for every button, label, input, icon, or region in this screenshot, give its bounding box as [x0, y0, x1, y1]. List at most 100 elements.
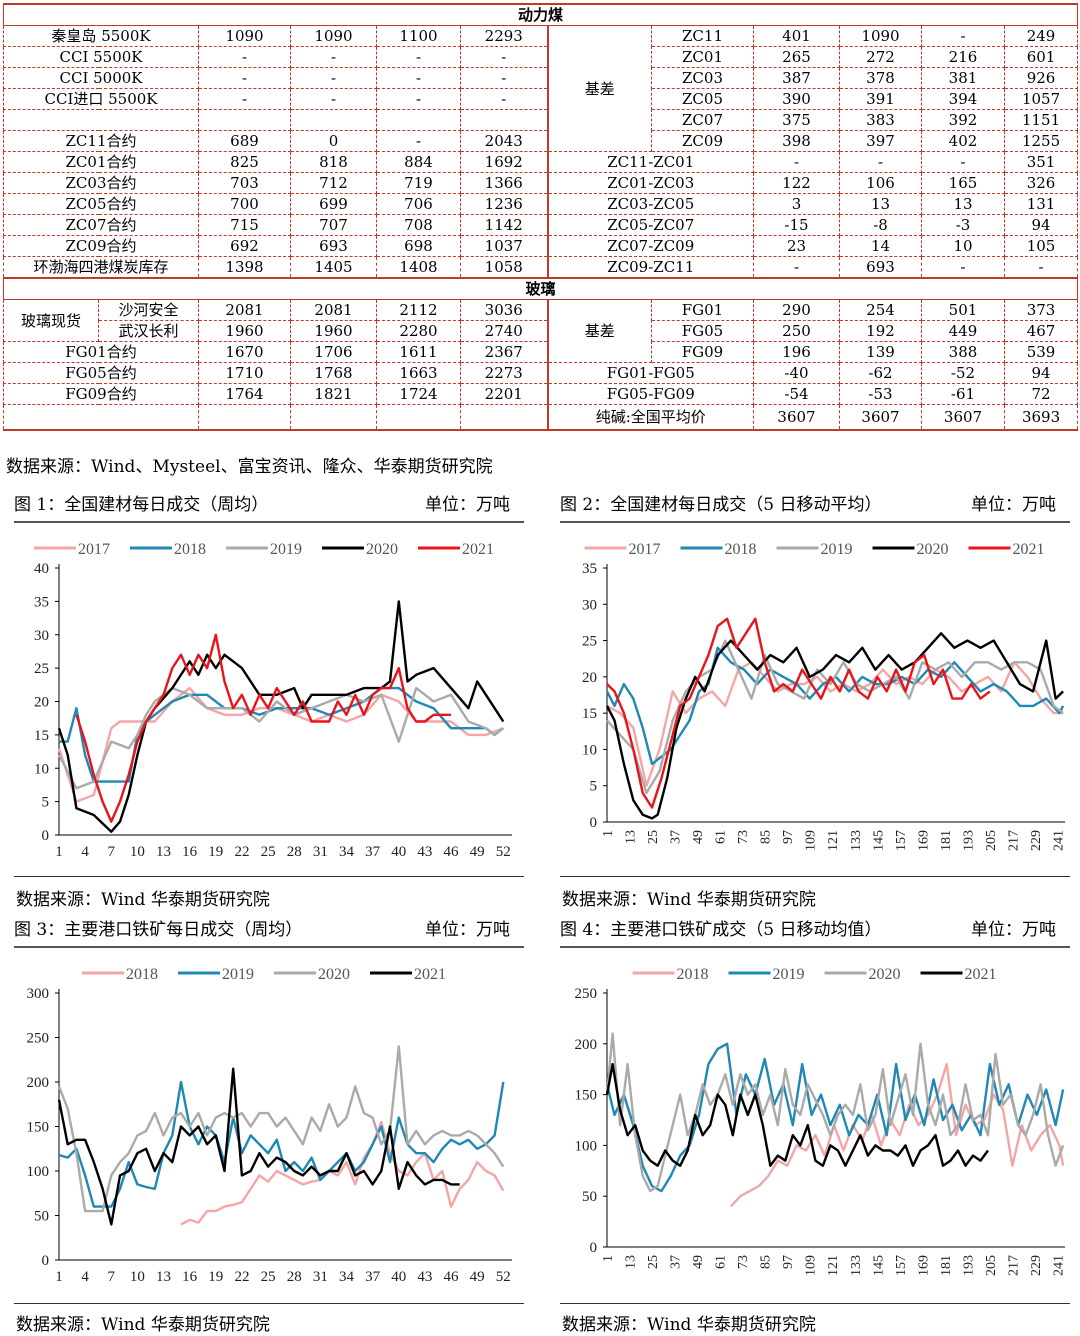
x-tick-label: 157: [894, 830, 909, 851]
x-tick-label: 43: [417, 844, 432, 860]
x-tick-label: 193: [961, 1255, 976, 1276]
x-tick-label: 181: [939, 830, 954, 851]
value-cell: -3: [921, 214, 1005, 236]
row-label: ZC07-ZC09: [546, 235, 754, 257]
x-tick-label: 97: [781, 830, 796, 844]
x-tick-label: 16: [182, 844, 198, 860]
series-line-2021: [57, 1067, 460, 1226]
row-label: CCI进口 5500K: [3, 88, 199, 110]
value-cell: 2081: [198, 299, 291, 321]
value-cell: [376, 109, 461, 131]
series-line-2018: [180, 1120, 505, 1226]
legend-label-2021: 2021: [965, 966, 997, 983]
x-tick-label: 46: [444, 1269, 460, 1285]
table-row: ZC01合约 825 818 884 1692 ZC11-ZC01- - -351: [3, 151, 1079, 173]
x-tick-label: 193: [961, 830, 976, 851]
y-tick-label: 25: [582, 634, 597, 650]
value-cell: 1611: [376, 341, 461, 363]
value-cell: -: [198, 46, 291, 68]
value-cell: 2112: [376, 299, 461, 321]
x-tick-label: 229: [1029, 1255, 1044, 1276]
value-cell: 249: [1003, 25, 1079, 47]
y-tick-label: 5: [590, 779, 598, 795]
y-tick-label: 40: [34, 561, 49, 577]
value-cell: 192: [839, 320, 922, 342]
value-cell: -52: [921, 362, 1005, 384]
y-tick-label: 250: [27, 1031, 50, 1047]
y-tick-label: 10: [34, 761, 49, 777]
legend-label-2018: 2018: [174, 541, 206, 558]
value-cell: -62: [839, 362, 922, 384]
value-cell: -53: [839, 383, 922, 405]
empty-cell: [3, 404, 199, 431]
value-cell: 3607: [753, 404, 840, 431]
x-tick-label: 241: [1051, 1255, 1066, 1276]
value-cell: 394: [921, 88, 1005, 110]
row-label: CCI 5000K: [3, 67, 199, 89]
x-tick-label: 7: [108, 844, 116, 860]
x-tick-label: 25: [261, 844, 276, 860]
x-tick-label: 40: [391, 844, 406, 860]
figure-3-title: 图 3：主要港口铁矿每日成交（周均） 单位：万吨: [14, 915, 524, 948]
row-label: ZC03: [651, 67, 754, 89]
x-tick-label: 10: [130, 1269, 145, 1285]
table-source: 数据来源：Wind、Mysteel、富宝资讯、隆众、华泰期货研究院: [6, 457, 493, 477]
value-cell: 397: [839, 130, 922, 152]
row-label: 环渤海四港煤炭库存: [3, 256, 199, 279]
y-tick-label: 30: [34, 628, 49, 644]
value-cell: 13: [921, 193, 1005, 215]
x-tick-label: 13: [156, 844, 171, 860]
y-tick-label: 100: [27, 1164, 50, 1180]
y-tick-label: 35: [34, 594, 49, 610]
x-tick-label: 13: [624, 1255, 639, 1269]
y-tick-label: 200: [575, 1037, 598, 1053]
row-label: ZC11合约: [3, 130, 199, 152]
x-tick-label: 52: [496, 844, 511, 860]
series-line-2018: [730, 1062, 1065, 1208]
value-cell: 1670: [198, 341, 291, 363]
row-label: ZC09: [651, 130, 754, 152]
spot-label: 玻璃现货: [3, 299, 99, 342]
y-tick-label: 150: [575, 1088, 598, 1104]
x-tick-label: 49: [691, 1255, 706, 1269]
value-cell: 1037: [460, 235, 548, 257]
y-tick-label: 300: [27, 986, 50, 1002]
value-cell: 2043: [460, 130, 548, 152]
row-label: ZC01: [651, 46, 754, 68]
y-tick-label: 50: [582, 1189, 597, 1205]
value-cell: 712: [290, 172, 377, 194]
value-cell: 392: [921, 109, 1005, 131]
value-cell: -: [460, 46, 548, 68]
figure-2-source-rule: [560, 876, 1070, 877]
value-cell: -: [376, 67, 461, 89]
row-label: FG05-FG09: [546, 383, 754, 405]
table-row: ZC11合约 689 0-2043 ZC09 398 397 402 1255: [3, 130, 1079, 152]
row-label: 秦皇岛 5500K: [3, 25, 199, 47]
value-cell: 388: [921, 341, 1005, 363]
value-cell: 3036: [460, 299, 548, 321]
series-line-2021: [605, 1062, 989, 1167]
x-tick-label: 169: [916, 1255, 931, 1276]
value-cell: -: [839, 151, 922, 173]
value-cell: -: [290, 88, 377, 110]
x-tick-label: 205: [984, 1255, 999, 1276]
value-cell: 383: [839, 109, 922, 131]
x-tick-label: 37: [365, 844, 381, 860]
value-cell: 693: [290, 235, 377, 257]
x-tick-label: 34: [339, 1269, 355, 1285]
figure-4-source: 数据来源：Wind 华泰期货研究院: [562, 1315, 816, 1335]
x-tick-label: 25: [646, 1255, 661, 1269]
x-tick-label: 121: [826, 1255, 841, 1276]
figure-1-title-text: 图 1：全国建材每日成交（周均）: [14, 495, 269, 515]
x-tick-label: 28: [287, 1269, 302, 1285]
value-cell: 1090: [290, 25, 377, 47]
y-tick-label: 0: [42, 828, 50, 844]
row-label: FG01: [651, 299, 754, 321]
x-tick-label: 85: [759, 1255, 774, 1269]
table-row: CCI 5000K - - - - ZC03 387 378 381 926: [3, 67, 1079, 89]
y-tick-label: 30: [582, 597, 597, 613]
table-row: ZC03合约 703 712 719 1366 ZC01-ZC03 122 106 165 326: [3, 172, 1079, 194]
table-row: 玻璃: [2, 277, 1079, 300]
table-row: FG05合约 1710 1768 1663 2273 FG01-FG05 -40 -62 -52…: [3, 362, 1079, 384]
y-tick-label: 10: [582, 742, 597, 758]
